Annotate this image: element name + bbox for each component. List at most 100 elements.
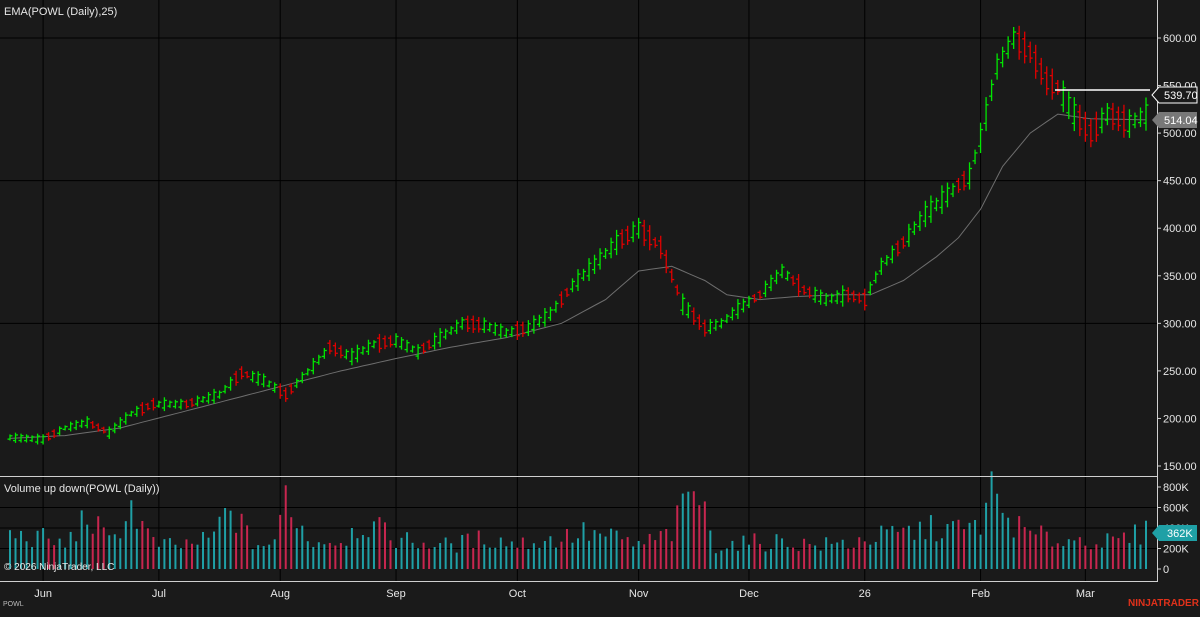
ohlc-bar[interactable]: [911, 221, 917, 236]
volume-bar[interactable]: [731, 540, 734, 569]
ohlc-bar[interactable]: [735, 299, 741, 320]
volume-bar[interactable]: [935, 541, 938, 569]
ohlc-bar[interactable]: [718, 318, 724, 329]
ohlc-bar[interactable]: [277, 383, 283, 399]
volume-bar[interactable]: [797, 551, 800, 569]
volume-bar[interactable]: [406, 532, 409, 569]
ohlc-bar[interactable]: [564, 287, 570, 298]
volume-bar[interactable]: [924, 539, 927, 569]
volume-bar[interactable]: [36, 530, 39, 569]
ohlc-bar[interactable]: [933, 197, 939, 212]
volume-bar[interactable]: [974, 520, 977, 569]
volume-bar[interactable]: [1084, 545, 1087, 569]
ohlc-bar[interactable]: [939, 185, 945, 215]
ohlc-bar[interactable]: [691, 307, 697, 325]
volume-bar[interactable]: [918, 521, 921, 569]
volume-bar[interactable]: [505, 546, 508, 569]
ohlc-bar[interactable]: [917, 211, 923, 231]
ohlc-bar[interactable]: [592, 254, 598, 275]
ohlc-bar[interactable]: [663, 249, 669, 274]
ohlc-bar[interactable]: [90, 420, 96, 429]
ohlc-bar[interactable]: [261, 373, 267, 388]
ohlc-bar[interactable]: [757, 290, 763, 300]
volume-bar[interactable]: [593, 530, 596, 569]
ohlc-bar[interactable]: [139, 402, 145, 416]
volume-bar[interactable]: [499, 537, 502, 569]
volume-bar[interactable]: [328, 542, 331, 569]
volume-bar[interactable]: [75, 541, 78, 569]
volume-bar[interactable]: [841, 539, 844, 569]
ohlc-bar[interactable]: [597, 248, 603, 270]
ohlc-bar[interactable]: [1038, 57, 1044, 85]
volume-bar[interactable]: [847, 548, 850, 569]
volume-bar[interactable]: [477, 530, 480, 569]
volume-bar[interactable]: [714, 553, 717, 569]
ohlc-bar[interactable]: [774, 269, 780, 285]
volume-bar[interactable]: [957, 519, 960, 569]
volume-bar[interactable]: [20, 530, 23, 569]
volume-bar[interactable]: [124, 521, 127, 569]
ohlc-bar[interactable]: [1104, 102, 1110, 126]
ohlc-bar[interactable]: [685, 302, 691, 319]
ohlc-bar[interactable]: [415, 344, 421, 360]
volume-bar[interactable]: [1089, 549, 1092, 569]
ohlc-bar[interactable]: [1115, 106, 1121, 132]
ohlc-bar[interactable]: [388, 335, 394, 348]
volume-bar[interactable]: [91, 533, 94, 569]
ohlc-bar[interactable]: [421, 342, 427, 354]
ohlc-bar[interactable]: [393, 333, 399, 348]
ohlc-bar[interactable]: [542, 308, 548, 327]
ohlc-bar[interactable]: [1066, 91, 1072, 120]
ohlc-bar[interactable]: [432, 332, 438, 350]
volume-bar[interactable]: [224, 508, 227, 569]
volume-bar[interactable]: [108, 535, 111, 569]
ohlc-bar[interactable]: [112, 422, 118, 434]
volume-bar[interactable]: [422, 542, 425, 569]
ohlc-bar[interactable]: [762, 280, 768, 298]
ohlc-bar[interactable]: [1022, 31, 1028, 64]
ohlc-bar[interactable]: [1033, 44, 1039, 79]
ohlc-bar[interactable]: [536, 314, 542, 328]
volume-bar[interactable]: [940, 538, 943, 569]
ohlc-bar[interactable]: [13, 432, 19, 443]
volume-bar[interactable]: [444, 537, 447, 569]
ohlc-bar[interactable]: [343, 349, 349, 360]
volume-bar[interactable]: [1078, 537, 1081, 569]
ohlc-bar[interactable]: [255, 371, 261, 386]
volume-bar[interactable]: [273, 539, 276, 569]
volume-bar[interactable]: [102, 527, 105, 569]
volume-bar[interactable]: [637, 540, 640, 569]
ohlc-bar[interactable]: [674, 284, 680, 296]
ohlc-bar[interactable]: [503, 327, 509, 338]
volume-bars[interactable]: [9, 471, 1147, 569]
volume-bar[interactable]: [411, 542, 414, 569]
ohlc-bar[interactable]: [211, 388, 217, 404]
volume-bar[interactable]: [963, 529, 966, 569]
ohlc-bar[interactable]: [178, 398, 184, 410]
volume-bar[interactable]: [1100, 547, 1103, 569]
ohlc-bar[interactable]: [18, 433, 24, 443]
volume-bar[interactable]: [588, 540, 591, 569]
volume-bar[interactable]: [361, 535, 364, 569]
volume-bar[interactable]: [1034, 534, 1037, 569]
volume-bar[interactable]: [1073, 540, 1076, 569]
ohlc-bar[interactable]: [305, 368, 311, 376]
ohlc-bar[interactable]: [696, 314, 702, 330]
ohlc-bar[interactable]: [266, 380, 272, 388]
volume-bar[interactable]: [996, 493, 999, 569]
volume-bar[interactable]: [439, 543, 442, 569]
volume-bar[interactable]: [152, 537, 155, 569]
volume-bar[interactable]: [676, 505, 679, 569]
ohlc-bar[interactable]: [790, 275, 796, 286]
volume-bar[interactable]: [709, 530, 712, 569]
volume-bar[interactable]: [1040, 525, 1043, 569]
volume-bar[interactable]: [819, 550, 822, 569]
volume-bar[interactable]: [339, 543, 342, 569]
ohlc-bar[interactable]: [840, 285, 846, 307]
ohlc-bar[interactable]: [553, 300, 559, 313]
volume-bar[interactable]: [69, 531, 72, 569]
volume-bar[interactable]: [654, 540, 657, 569]
volume-bar[interactable]: [896, 531, 899, 569]
volume-bar[interactable]: [240, 513, 243, 569]
volume-bar[interactable]: [632, 546, 635, 569]
